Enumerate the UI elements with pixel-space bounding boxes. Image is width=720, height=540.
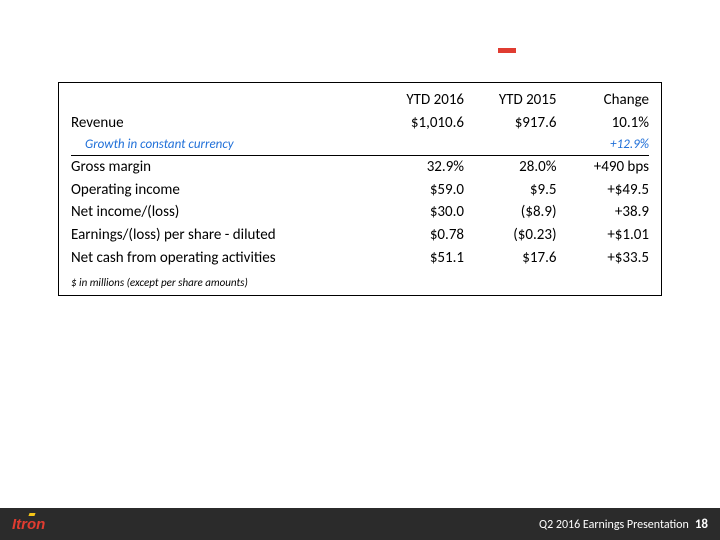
row-label: Earnings/(loss) per share - diluted xyxy=(71,224,372,247)
row-value: +38.9 xyxy=(557,201,650,224)
revenue-2015: $917.6 xyxy=(464,112,556,135)
table-row: Operating income$59.0$9.5+$49.5 xyxy=(71,179,649,202)
itron-logo: Itron xyxy=(12,516,45,533)
footer-caption: Q2 2016 Earnings Presentation xyxy=(539,518,689,532)
revenue-label: Revenue xyxy=(71,112,372,135)
row-label: Gross margin xyxy=(71,156,372,179)
cc-label: Growth in constant currency xyxy=(71,135,372,156)
slide-footer: Itron Q2 2016 Earnings Presentation 18 xyxy=(0,508,720,540)
row-value: $59.0 xyxy=(372,179,464,202)
table-body: YTD 2016 YTD 2015 Change Revenue $1,010.… xyxy=(71,89,649,270)
row-label: Operating income xyxy=(71,179,372,202)
page-number: 18 xyxy=(695,517,708,532)
row-value: 28.0% xyxy=(464,156,556,179)
table-row: Net income/(loss)$30.0($8.9)+38.9 xyxy=(71,201,649,224)
row-value: +$33.5 xyxy=(557,247,650,270)
row-value: $9.5 xyxy=(464,179,556,202)
financial-table: YTD 2016 YTD 2015 Change Revenue $1,010.… xyxy=(58,82,662,296)
row-value: $30.0 xyxy=(372,201,464,224)
row-value: +490 bps xyxy=(557,156,650,179)
cc-2015 xyxy=(464,135,556,156)
header-blank xyxy=(71,89,372,112)
footer-right: Q2 2016 Earnings Presentation 18 xyxy=(539,517,708,532)
table-row: Earnings/(loss) per share - diluted$0.78… xyxy=(71,224,649,247)
row-label: Net cash from operating activities xyxy=(71,247,372,270)
revenue-row: Revenue $1,010.6 $917.6 10.1% xyxy=(71,112,649,135)
header-ytd2016: YTD 2016 xyxy=(372,89,464,112)
row-value: ($0.23) xyxy=(464,224,556,247)
row-value: ($8.9) xyxy=(464,201,556,224)
table-footnote: $ in millions (except per share amounts) xyxy=(71,270,649,291)
row-value: $0.78 xyxy=(372,224,464,247)
row-label: Net income/(loss) xyxy=(71,201,372,224)
header-change: Change xyxy=(557,89,650,112)
row-value: $17.6 xyxy=(464,247,556,270)
row-value: 32.9% xyxy=(372,156,464,179)
table-row: Gross margin32.9%28.0%+490 bps xyxy=(71,156,649,179)
row-value: +$1.01 xyxy=(557,224,650,247)
logo-text: Itron xyxy=(12,516,45,533)
row-value: $51.1 xyxy=(372,247,464,270)
table-row: Net cash from operating activities$51.1$… xyxy=(71,247,649,270)
revenue-2016: $1,010.6 xyxy=(372,112,464,135)
header-ytd2015: YTD 2015 xyxy=(464,89,556,112)
cc-change: +12.9% xyxy=(557,135,650,156)
cc-2016 xyxy=(372,135,464,156)
logo-accent xyxy=(29,513,36,516)
row-value: +$49.5 xyxy=(557,179,650,202)
table-header-row: YTD 2016 YTD 2015 Change xyxy=(71,89,649,112)
constant-currency-row: Growth in constant currency +12.9% xyxy=(71,135,649,156)
revenue-change: 10.1% xyxy=(557,112,650,135)
title-dash xyxy=(498,48,516,53)
